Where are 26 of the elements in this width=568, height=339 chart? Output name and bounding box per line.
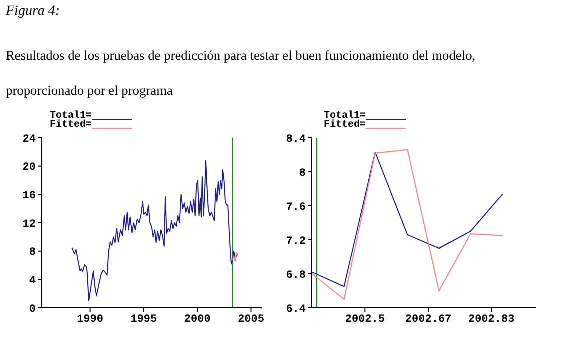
y-tick-label: 24 xyxy=(22,134,36,146)
chart-title: Figura 4: xyxy=(6,4,60,20)
y-tick-label: 12 xyxy=(22,218,36,231)
y-tick-label: 8.4 xyxy=(286,134,306,146)
line-series xyxy=(72,160,238,302)
y-tick-label: 0 xyxy=(29,304,36,316)
legend-label: Fitted= xyxy=(324,120,366,131)
y-tick-label: 7.2 xyxy=(286,236,306,248)
legend-label: Fitted= xyxy=(50,120,92,131)
y-tick-label: 6.4 xyxy=(286,304,306,316)
line-series xyxy=(232,252,238,262)
x-tick-label: 1995 xyxy=(130,314,158,326)
y-tick-label: 8 xyxy=(299,168,306,180)
x-tick-label: 1990 xyxy=(77,314,104,326)
x-tick-label: 2002.83 xyxy=(468,314,516,326)
x-tick-label: 2002.5 xyxy=(345,314,386,326)
x-tick-label: 2002.67 xyxy=(405,314,452,326)
y-tick-label: 7.6 xyxy=(286,202,306,214)
x-tick-label: 2000 xyxy=(184,314,211,326)
y-tick-label: 16 xyxy=(22,190,36,203)
y-tick-label: 6.8 xyxy=(286,270,306,282)
y-tick-label: 4 xyxy=(29,276,36,288)
y-tick-label: 20 xyxy=(22,162,36,174)
text: Resultados de los pruebas de predicción para testar el buen funcionamiento del modelo, proporcionado por el programa xyxy=(6,48,476,98)
y-tick-label: 8 xyxy=(29,247,36,260)
x-tick-label: 2005 xyxy=(238,314,265,326)
